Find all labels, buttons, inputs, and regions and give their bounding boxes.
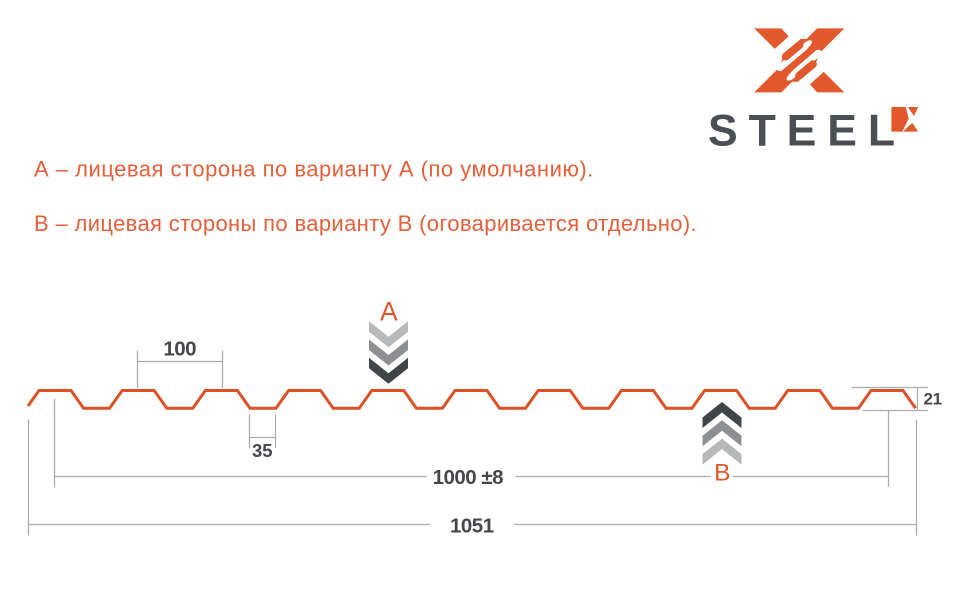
svg-text:В: В [714, 460, 730, 487]
svg-text:35: 35 [252, 440, 273, 461]
svg-text:21: 21 [924, 390, 942, 409]
svg-text:1000 ±8: 1000 ±8 [433, 466, 504, 489]
svg-text:А – лицевая сторона по вариант: А – лицевая сторона по варианту А (по ум… [34, 157, 594, 182]
svg-text:1051: 1051 [450, 515, 494, 538]
svg-text:STEEL: STEEL [708, 106, 906, 155]
svg-text:А: А [380, 296, 398, 326]
svg-text:100: 100 [163, 338, 196, 361]
svg-text:В – лицевая стороны по вариант: В – лицевая стороны по варианту В (огова… [34, 211, 697, 236]
